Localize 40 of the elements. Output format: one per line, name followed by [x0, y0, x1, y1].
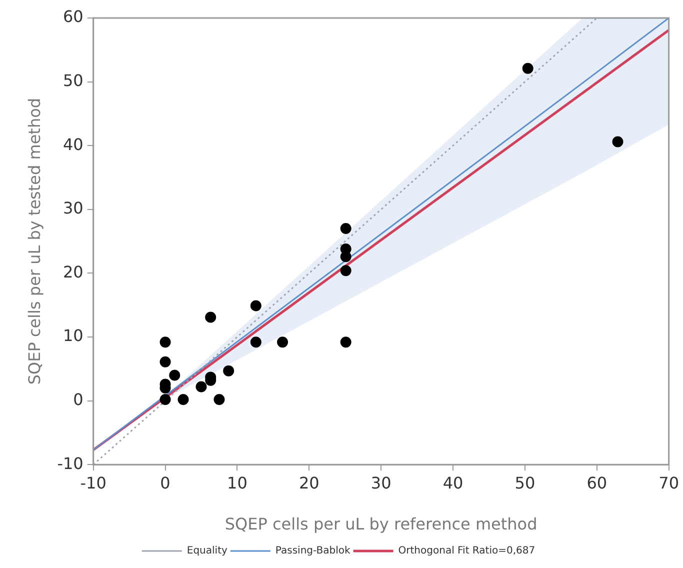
y-tick-label: 20	[62, 262, 84, 282]
x-tick-label: 50	[514, 473, 536, 492]
y-tick-label: 60	[62, 7, 84, 26]
point	[250, 300, 262, 312]
point	[277, 336, 288, 348]
x-tick-label: 20	[298, 473, 320, 492]
y-tick-label: 40	[62, 134, 84, 154]
point	[340, 265, 352, 276]
x-axis-title: SQEP cells per uL by reference method	[224, 514, 538, 534]
point	[250, 336, 262, 348]
y-tick-label: -10	[57, 454, 84, 473]
x-tick-label: 30	[370, 473, 392, 492]
point	[169, 370, 180, 381]
point	[340, 251, 352, 262]
point	[214, 394, 225, 406]
point	[340, 223, 352, 234]
point	[160, 394, 171, 406]
point	[223, 365, 234, 376]
legend-label: Orthogonal Fit Ratio=0,687	[398, 546, 536, 557]
y-axis-title: SQEP cells per uL by tested method	[24, 98, 44, 385]
point	[178, 394, 189, 406]
point	[160, 356, 171, 368]
x-tick-label: 0	[160, 473, 170, 492]
point	[196, 381, 207, 392]
x-tick-label: 60	[586, 473, 608, 492]
legend-label: Passing-Bablok	[275, 546, 350, 557]
point	[522, 62, 534, 74]
point	[160, 336, 171, 348]
legend-label: Equality	[186, 546, 228, 557]
x-tick-label: 70	[658, 473, 679, 492]
point	[205, 312, 216, 323]
point	[612, 136, 624, 148]
x-tick-label: 40	[442, 473, 464, 492]
y-tick-label: 10	[62, 326, 84, 346]
x-tick-label: -10	[80, 473, 106, 492]
y-tick-label: 30	[62, 198, 84, 218]
x-tick-label: 10	[227, 473, 248, 492]
point	[340, 336, 352, 348]
y-tick-label: 0	[73, 390, 84, 409]
y-tick-label: 50	[62, 70, 84, 90]
